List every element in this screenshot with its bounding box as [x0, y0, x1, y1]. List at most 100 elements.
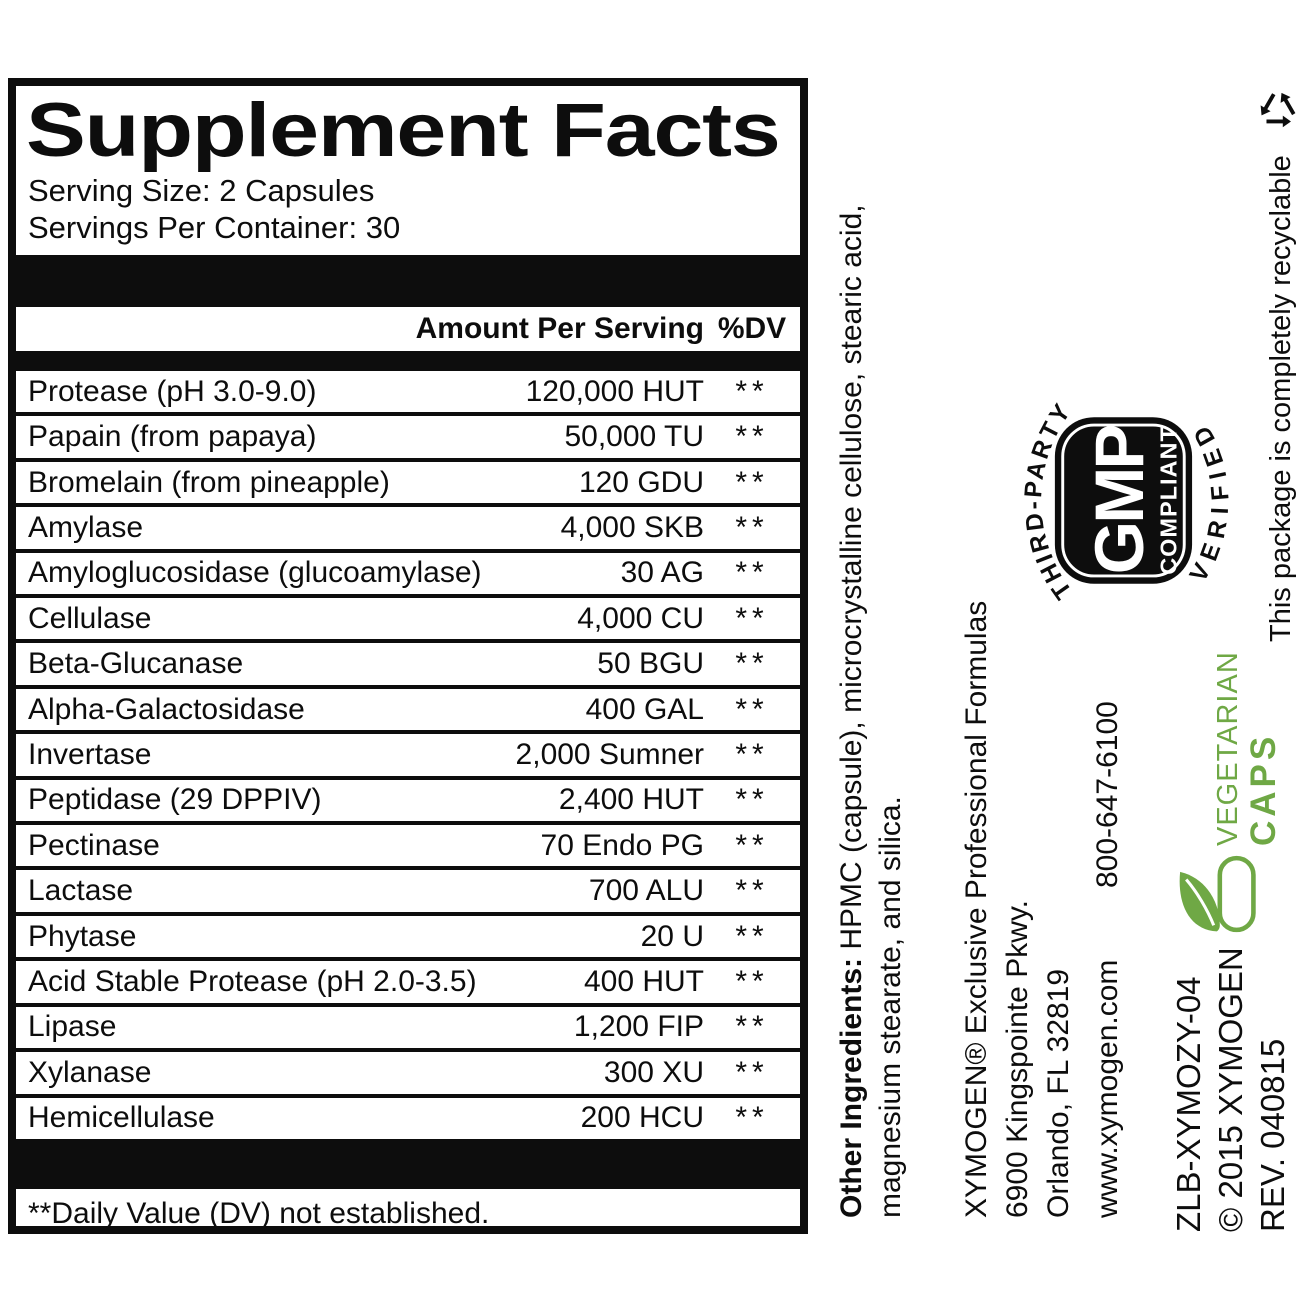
- ingredient-name: Alpha-Galactosidase: [28, 692, 305, 726]
- ingredient-dv: **: [735, 465, 769, 499]
- ingredient-dv: **: [735, 1010, 769, 1044]
- ingredient-amount: 20 U: [640, 919, 704, 953]
- other-ingredients-label: Other Ingredients:: [835, 957, 868, 1218]
- ingredient-amount: 1,200 FIP: [573, 1010, 704, 1044]
- ingredient-name: Papain (from papaya): [28, 420, 317, 454]
- copyright-line: © 2015 XYMOGEN: [1212, 947, 1249, 1232]
- ingredient-amount: 4,000 SKB: [560, 510, 704, 544]
- divider-bar-header: [16, 351, 800, 371]
- recycle-icon: [1260, 92, 1296, 128]
- table-row: Peptidase (29 DPPIV) 2,400 HUT **: [16, 780, 800, 826]
- ingredient-dv: **: [735, 420, 769, 454]
- table-row: Amyloglucosidase (glucoamylase) 30 AG **: [16, 553, 800, 599]
- ingredient-dv: **: [735, 556, 769, 590]
- table-row: Protease (pH 3.0-9.0) 120,000 HUT **: [16, 371, 800, 417]
- ingredient-dv: **: [735, 374, 769, 408]
- daily-value-footnote: **Daily Value (DV) not established.: [28, 1197, 490, 1230]
- ingredient-dv: **: [735, 692, 769, 726]
- ingredient-amount: 50 BGU: [597, 647, 704, 681]
- vegetarian-caps-logo: VEGETARIAN CAPS: [1172, 648, 1292, 938]
- ingredient-amount: 120,000 HUT: [525, 374, 704, 408]
- ingredient-name: Invertase: [28, 737, 152, 771]
- table-row: Papain (from papaya) 50,000 TU **: [16, 416, 800, 462]
- other-ingredients-line2: magnesium stearate, and silica.: [874, 796, 907, 1218]
- ingredient-name: Lipase: [28, 1010, 117, 1044]
- website-url: www.xymogen.com: [1091, 959, 1124, 1218]
- ingredient-dv: **: [735, 647, 769, 681]
- company-name: XYMOGEN® Exclusive Professional Formulas: [960, 600, 993, 1218]
- ingredient-amount: 2,400 HUT: [558, 783, 704, 817]
- vegetarian-caps-text: VEGETARIAN CAPS: [1212, 651, 1283, 846]
- header-dv-label: %DV: [717, 312, 787, 345]
- table-row: Xylanase 300 XU **: [16, 1052, 800, 1098]
- supplement-facts-panel: Supplement Facts Serving Size: 2 Capsule…: [8, 78, 808, 1234]
- table-row: Cellulase 4,000 CU **: [16, 598, 800, 644]
- ingredient-dv: **: [735, 783, 769, 817]
- ingredient-dv: **: [735, 737, 769, 771]
- caps-label: CAPS: [1244, 732, 1283, 846]
- ingredient-name: Peptidase (29 DPPIV): [28, 783, 322, 817]
- other-ingredients: Other Ingredients: HPMC (capsule), micro…: [832, 204, 910, 1218]
- phone-number: 800-647-6100: [1091, 701, 1124, 888]
- company-address-block: XYMOGEN® Exclusive Professional Formulas…: [956, 601, 1079, 1218]
- table-row: Beta-Glucanase 50 BGU **: [16, 643, 800, 689]
- table-row: Lipase 1,200 FIP **: [16, 1007, 800, 1053]
- ingredient-dv: **: [735, 874, 769, 908]
- gmp-compliant-text: COMPLIANT: [1155, 426, 1181, 575]
- gmp-badge-shape: [1054, 417, 1193, 584]
- table-row: Lactase 700 ALU **: [16, 870, 800, 916]
- ingredient-amount: 400 GAL: [585, 692, 704, 726]
- ingredient-amount: 120 GDU: [578, 465, 704, 499]
- table-row: Pectinase 70 Endo PG **: [16, 825, 800, 871]
- ingredient-dv: **: [735, 919, 769, 953]
- ingredient-name: Beta-Glucanase: [28, 647, 244, 681]
- vegetarian-label: VEGETARIAN: [1212, 651, 1244, 846]
- revision-line: REV. 040815: [1254, 1038, 1291, 1232]
- product-code-block: ZLB-XYMOZY-04 © 2015 XYMOGEN REV. 040815: [1168, 947, 1294, 1232]
- table-row: Bromelain (from pineapple) 120 GDU **: [16, 462, 800, 508]
- ingredient-amount: 200 HCU: [580, 1101, 704, 1135]
- ingredient-dv: **: [735, 510, 769, 544]
- ingredient-amount: 4,000 CU: [577, 601, 704, 635]
- table-header: Amount Per Serving %DV: [16, 307, 800, 351]
- ingredient-amount: 70 Endo PG: [540, 828, 704, 862]
- ingredient-table: Protease (pH 3.0-9.0) 120,000 HUT ** Papai…: [16, 371, 800, 1139]
- panel-title: Supplement Facts: [26, 90, 800, 172]
- ingredient-dv: **: [735, 1055, 769, 1089]
- ingredient-name: Xylanase: [28, 1055, 152, 1089]
- ingredient-name: Protease (pH 3.0-9.0): [28, 374, 317, 408]
- ingredient-amount: 2,000 Sumner: [515, 737, 704, 771]
- header-amount-label: Amount Per Serving: [415, 312, 704, 345]
- ingredient-name: Cellulase: [28, 601, 152, 635]
- ingredient-dv: **: [735, 601, 769, 635]
- ingredient-dv: **: [735, 828, 769, 862]
- table-row: Acid Stable Protease (pH 2.0-3.5) 400 HUT…: [16, 961, 800, 1007]
- table-row: Phytase 20 U **: [16, 916, 800, 962]
- serving-size: Serving Size: 2 Capsules: [28, 173, 375, 208]
- address-street: 6900 Kingspointe Pkwy.: [1001, 900, 1034, 1218]
- divider-bar-bottom: [16, 1139, 800, 1189]
- other-ingredients-rest: HPMC (capsule), microcrystalline cellulo…: [835, 204, 868, 958]
- table-row: Hemicellulase 200 HCU **: [16, 1098, 800, 1139]
- gmp-badge: THIRD-PARTY VERIFIED GMP COMPLIANT: [1020, 397, 1235, 604]
- ingredient-name: Amylase: [28, 510, 144, 544]
- recyclable-note: This package is completely recyclable: [1265, 155, 1297, 642]
- item-code: ZLB-XYMOZY-04: [1170, 976, 1207, 1232]
- capsule-leaf-icon: [1179, 855, 1256, 933]
- address-city: Orlando, FL 32819: [1042, 968, 1075, 1218]
- ingredient-name: Phytase: [28, 919, 137, 953]
- other-ingredients-line1: Other Ingredients: HPMC (capsule), micro…: [832, 204, 871, 1218]
- table-row: Invertase 2,000 Sumner **: [16, 734, 800, 780]
- ingredient-name: Acid Stable Protease (pH 2.0-3.5): [28, 964, 477, 998]
- ingredient-amount: 30 AG: [620, 556, 704, 590]
- capsule-icon: [1217, 855, 1256, 933]
- ingredient-name: Pectinase: [28, 828, 160, 862]
- gmp-badge-inner-border: [1061, 423, 1186, 578]
- ingredient-name: Amyloglucosidase (glucoamylase): [28, 556, 482, 590]
- servings-per-container: Servings Per Container: 30: [28, 210, 401, 245]
- gmp-verified-text: VERIFIED: [1185, 414, 1235, 586]
- panel-title-text: Supplement Facts: [26, 88, 781, 173]
- ingredient-name: Hemicellulase: [28, 1101, 215, 1135]
- ingredient-dv: **: [735, 964, 769, 998]
